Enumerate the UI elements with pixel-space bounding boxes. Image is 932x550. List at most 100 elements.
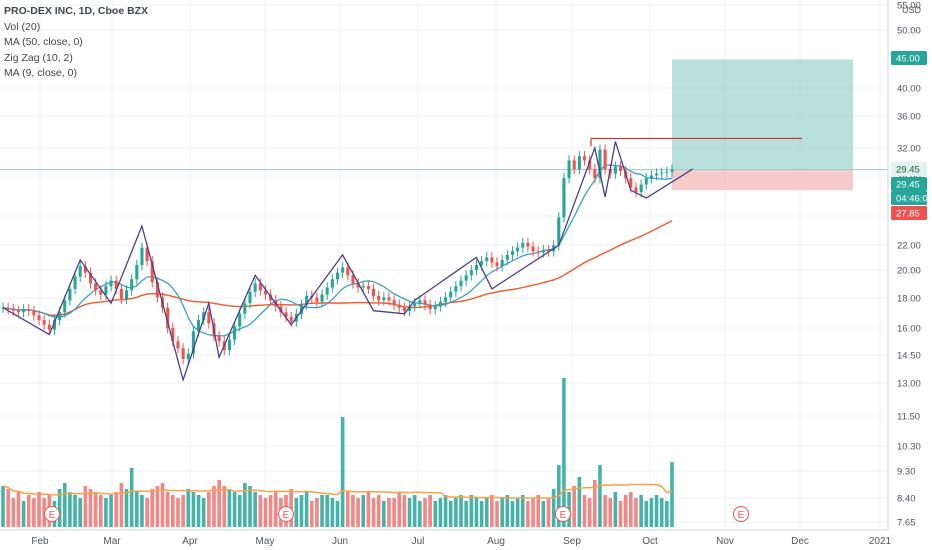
candle-body: [181, 348, 185, 359]
volume-bar: [140, 495, 144, 527]
candle-body: [418, 300, 422, 304]
volume-bar: [212, 486, 216, 527]
indicator-zigzag[interactable]: Zig Zag (10, 2): [4, 51, 73, 64]
candle-body: [37, 315, 41, 321]
volume-bar: [191, 492, 196, 527]
candle-body: [47, 324, 51, 330]
earnings-marker-label-3: E: [738, 510, 745, 521]
grid-lines: [0, 0, 888, 530]
candle-body: [63, 300, 67, 313]
chart-title[interactable]: PRO-DEX INC, 1D, Cboe BZX: [4, 5, 149, 17]
volume-bar: [88, 489, 93, 527]
candle-body: [171, 328, 175, 342]
countdown-label-bg: [891, 191, 927, 205]
volume-bar: [11, 498, 16, 527]
indicator-ma9[interactable]: MA (9, close, 0): [4, 67, 77, 79]
volume-bar: [176, 498, 180, 527]
current-price-label-bg: [891, 162, 927, 176]
stop-zone: [672, 169, 853, 191]
volume-bar: [119, 483, 124, 527]
candle-body: [613, 166, 617, 174]
price-tick-label: 11.50: [897, 412, 920, 423]
candle-body: [392, 300, 396, 305]
volume-bar: [490, 495, 494, 527]
time-tick-label: Jun: [332, 536, 348, 547]
candle-body: [42, 320, 46, 325]
volume-bar: [6, 489, 10, 527]
earnings-marker-3[interactable]: [733, 506, 749, 522]
price-tick-label: 20.00: [897, 266, 921, 277]
time-tick-label: 2021: [869, 536, 892, 547]
candle-body: [99, 290, 103, 295]
indicator-ma50[interactable]: MA (50, close, 0): [4, 36, 83, 48]
volume-bar: [618, 501, 623, 527]
candle-body: [83, 266, 87, 273]
volume-bar: [531, 498, 535, 527]
candle-body: [27, 309, 31, 311]
volume-bar: [129, 468, 134, 527]
candle-body: [248, 291, 252, 304]
candle-body: [202, 312, 206, 321]
candle-body: [155, 282, 159, 298]
volume-ma-path: [2, 483, 673, 499]
volume-bar: [145, 498, 149, 527]
candle-body: [377, 295, 381, 301]
candle-body: [598, 149, 602, 179]
volume-bar: [526, 501, 530, 527]
candle-body: [22, 309, 26, 313]
volume-bar: [649, 498, 654, 527]
earnings-marker-2[interactable]: [555, 506, 571, 522]
volume-bar: [613, 492, 618, 527]
time-tick-label: May: [256, 536, 275, 547]
price-tick-label: 10.30: [897, 442, 921, 453]
price-axis[interactable]: 55.0050.0040.0036.0032.0028.0025.0022.00…: [887, 0, 922, 530]
volume-ma-line: [2, 483, 673, 499]
candle-body: [557, 217, 561, 246]
volume-bar: [587, 498, 592, 527]
candle-body: [73, 276, 77, 289]
candles: [1, 144, 674, 365]
candle-body: [495, 262, 499, 267]
price-tick-label: 40.00: [897, 84, 921, 95]
time-axis[interactable]: Feb Mar Apr May Jun Jul Aug Sep Oct Nov Dec 2021: [0, 529, 892, 547]
volume-bar: [644, 501, 649, 527]
candle-body: [258, 283, 262, 291]
volume-bar: [469, 495, 474, 527]
volume-bar: [577, 477, 582, 527]
candle-body: [474, 264, 478, 271]
price-tick-label: 9.30: [897, 467, 916, 478]
volume-bar: [26, 495, 31, 527]
volume-bar: [171, 495, 175, 527]
candle-body: [279, 306, 283, 313]
candle-body: [510, 251, 515, 255]
volume-bar: [217, 480, 221, 527]
volume-bar: [551, 489, 556, 527]
earnings-marker-label-1: E: [283, 510, 290, 521]
candle-body: [438, 301, 442, 307]
current-price-label: 29.45: [896, 165, 920, 176]
indicator-vol[interactable]: Vol (20): [4, 20, 41, 33]
candle-body: [114, 280, 118, 289]
volume-bar: [464, 501, 468, 527]
candle-body: [68, 288, 72, 301]
risk-reward-box[interactable]: [0, 59, 888, 191]
candle-body: [351, 275, 355, 284]
volume-bar: [387, 498, 391, 527]
volume-bar: [73, 495, 77, 527]
candle-body: [16, 310, 20, 313]
earnings-marker-0[interactable]: [44, 506, 60, 522]
volume-bar: [309, 501, 314, 527]
candle-body: [500, 259, 504, 267]
volume-bar: [150, 489, 155, 527]
volume-bar: [62, 483, 67, 527]
earnings-marker-1[interactable]: [278, 506, 294, 522]
price-tick-label: 50.00: [897, 26, 921, 37]
volume-bar: [670, 462, 674, 527]
volume-bar: [160, 483, 165, 527]
time-tick-label: Jul: [412, 536, 425, 547]
candle-body: [366, 286, 370, 289]
price-labels: 45.00 29.45 29.45 04:46:07 27.85: [891, 51, 932, 220]
